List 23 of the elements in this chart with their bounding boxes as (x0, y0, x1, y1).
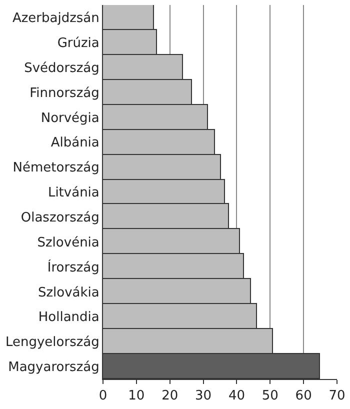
y-tick-label: Azerbajdzsán (12, 11, 100, 26)
y-tick-label: Norvégia (40, 110, 100, 126)
y-tick-label: Litvánia (48, 186, 100, 201)
x-tick-label: 50 (262, 388, 278, 404)
x-tick-label: 30 (195, 388, 212, 404)
x-tick-label: 70 (328, 388, 346, 404)
y-tick-label: Finnország (30, 86, 100, 101)
x-tick-label: 10 (128, 388, 145, 404)
x-tick-label: 40 (228, 388, 245, 404)
x-tick-label: 20 (162, 388, 178, 404)
y-tick-label: Albánia (50, 136, 100, 151)
y-tick-label: Írország (47, 258, 100, 276)
y-tick-label: Szlovénia (37, 235, 100, 250)
y-tick-label: Grúzia (57, 36, 100, 51)
y-tick-label: Svédország (24, 60, 100, 76)
y-tick-label: Magyarország (8, 360, 100, 376)
x-tick-label: 60 (295, 388, 312, 404)
y-tick-label: Németország (12, 160, 100, 176)
y-tick-label: Szlovákia (38, 285, 100, 300)
y-tick-label: Lengyelország (5, 335, 100, 350)
y-tick-label: Olaszország (20, 210, 100, 226)
y-tick-label: Hollandia (38, 310, 100, 326)
x-tick-label: 0 (98, 388, 108, 404)
